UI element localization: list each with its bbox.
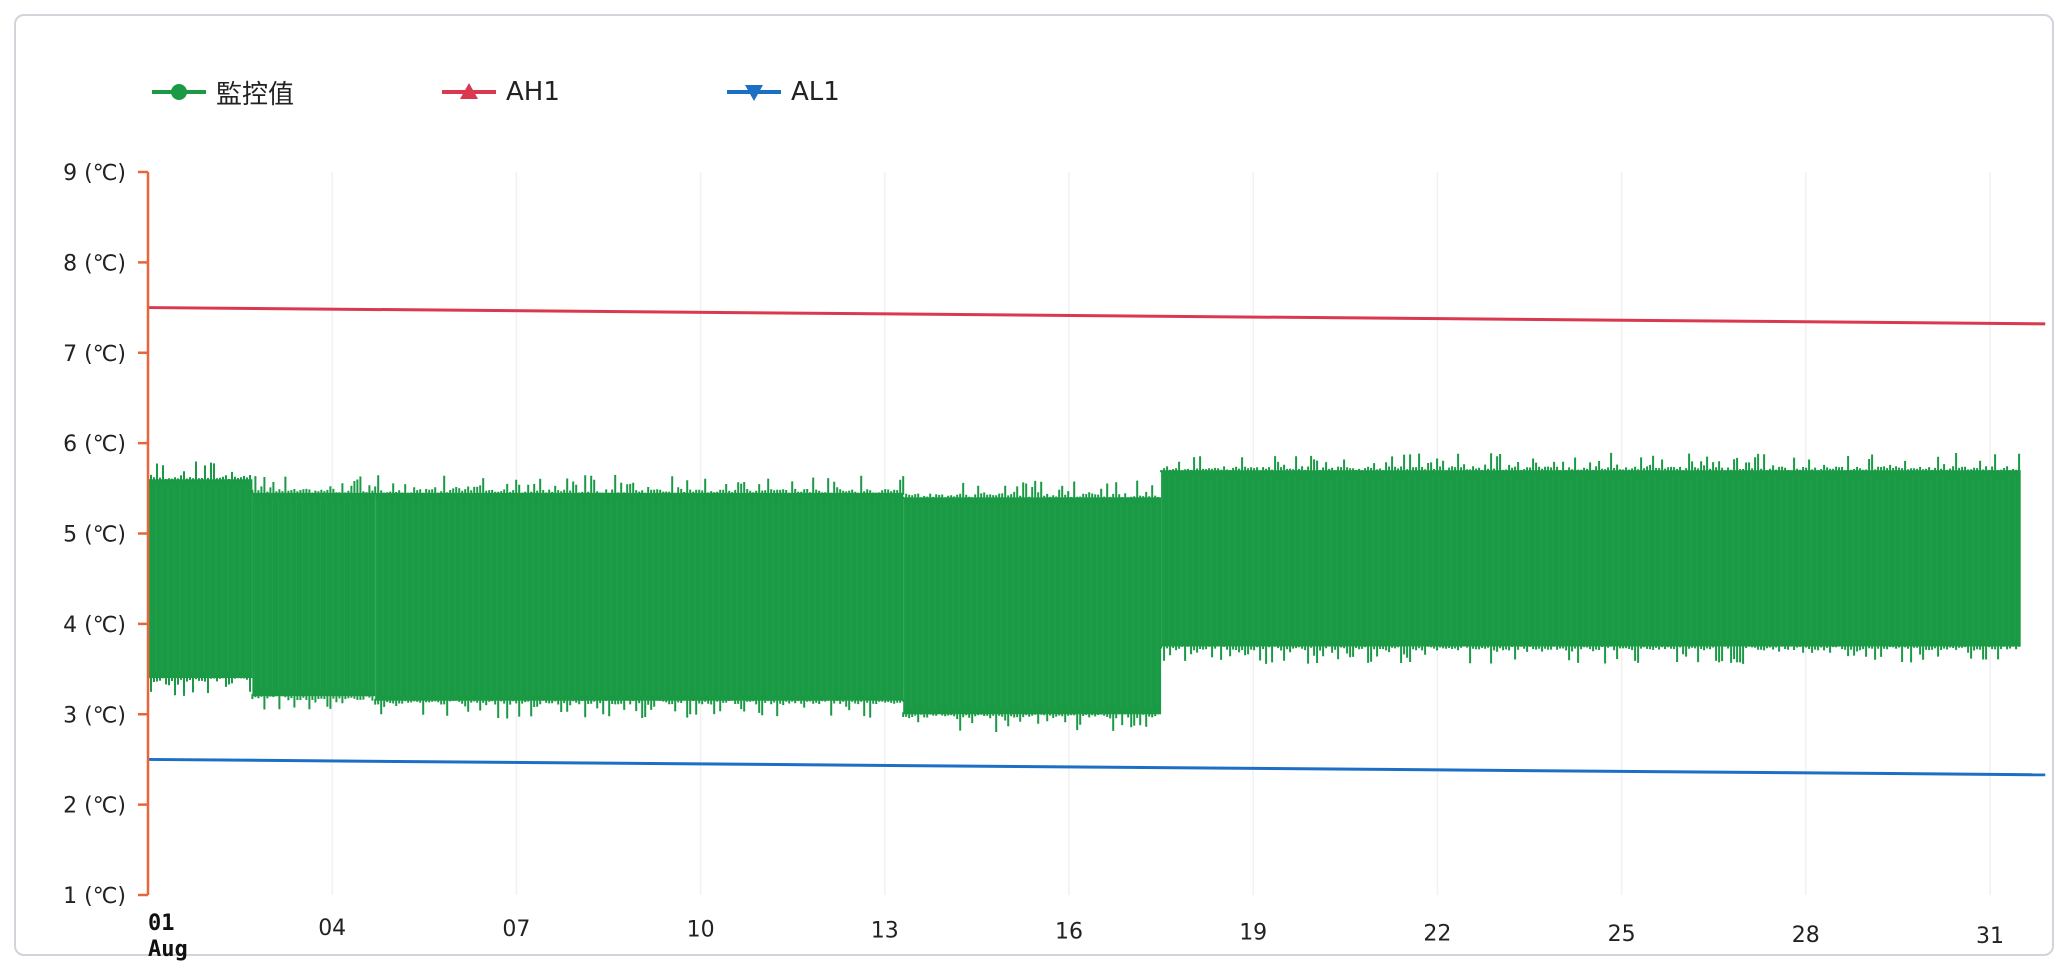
- monitor-band-segment: [1161, 470, 2021, 647]
- legend-item-ah1[interactable]: AH1: [440, 70, 560, 114]
- monitor-band-spikes: [1160, 452, 2021, 664]
- y-tick-label: 1 (℃): [63, 884, 126, 909]
- series-ah1-line: [147, 306, 2046, 326]
- triangle-up-marker-icon: [442, 83, 496, 99]
- legend-label-al1: AL1: [791, 77, 840, 107]
- monitor-band-spikes: [374, 474, 905, 719]
- y-tick-label: 8 (℃): [63, 251, 126, 276]
- legend-item-monitor-value[interactable]: 監控值: [150, 70, 294, 114]
- y-tick-label: 9 (℃): [63, 161, 126, 186]
- x-tick-label: 25: [1608, 922, 1636, 947]
- monitor-band-spikes: [902, 480, 1160, 732]
- x-tick-label: 01: [148, 911, 175, 936]
- legend-item-al1[interactable]: AL1: [725, 70, 840, 114]
- x-tick-label: 19: [1239, 920, 1267, 945]
- y-tick-label: 2 (℃): [63, 794, 126, 819]
- y-tick-label: 5 (℃): [63, 523, 126, 548]
- legend-label-monitor-value: 監控值: [216, 79, 295, 110]
- x-tick-label: 28: [1792, 923, 1820, 948]
- monitor-band-segment: [148, 479, 253, 679]
- monitor-band-texture: [904, 503, 1158, 709]
- axis-labels: 1 (℃) 2 (℃) 3 (℃) 4 (℃) 5 (℃) 6 (℃) 7 (℃) 8 (℃)…: [63, 161, 2004, 962]
- legend-label-ah1: AH1: [506, 77, 560, 107]
- monitor-band-segment: [903, 497, 1162, 715]
- series-layer: [147, 306, 2046, 777]
- y-tick-label: 3 (℃): [63, 703, 126, 728]
- monitor-band-texture: [253, 498, 375, 691]
- monitor-band-texture: [1162, 476, 2016, 641]
- monitor-band-texture: [376, 498, 900, 695]
- y-tick-label: 4 (℃): [63, 613, 126, 638]
- series-al1-line: [147, 757, 2046, 777]
- x-tick-label: 10: [687, 918, 715, 943]
- x-tick-label: 31: [1976, 924, 2004, 949]
- monitor-band-segment: [375, 492, 904, 701]
- x-tick-label: 04: [318, 916, 346, 941]
- y-tick-label: 6 (℃): [63, 432, 126, 457]
- axes: [138, 170, 150, 897]
- y-tick-label: 7 (℃): [63, 342, 126, 367]
- monitor-band-texture: [149, 485, 253, 673]
- series-monitor-value: [147, 452, 2021, 732]
- monitor-band-spikes: [251, 476, 374, 710]
- x-tick-label: 13: [871, 919, 899, 944]
- x-tick-label: 07: [502, 917, 530, 942]
- x-month-label: Aug: [148, 937, 188, 962]
- triangle-down-marker-icon: [727, 85, 781, 101]
- x-tick-label: 16: [1055, 920, 1083, 945]
- circle-marker-icon: [152, 84, 206, 100]
- x-tick-label: 22: [1423, 921, 1451, 946]
